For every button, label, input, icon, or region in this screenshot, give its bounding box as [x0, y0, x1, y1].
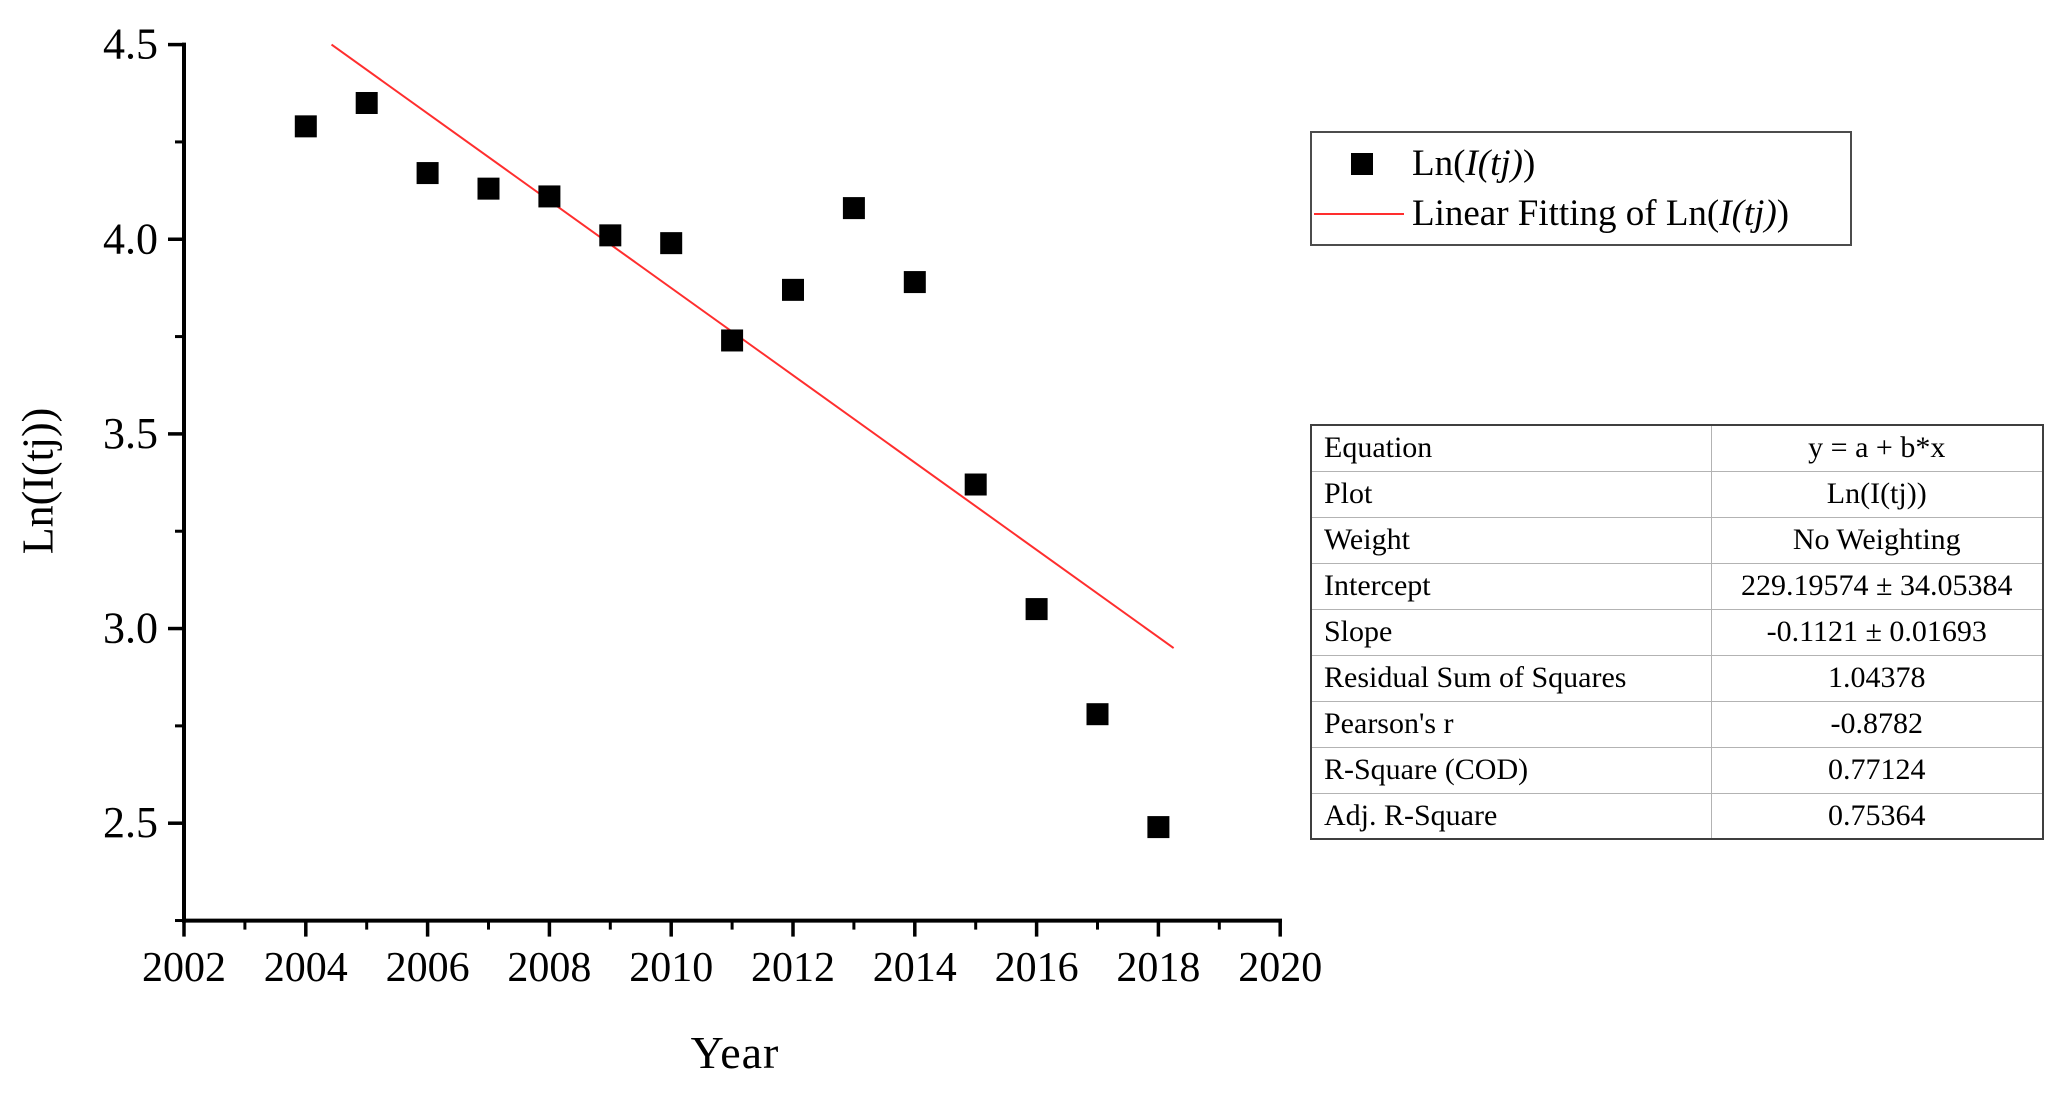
- data-point: [477, 177, 500, 200]
- stats-value-cell: -0.8782: [1710, 700, 2044, 748]
- stats-label-cell: Equation: [1310, 424, 1712, 472]
- stats-table-row: Plot Ln(I(tj)): [1310, 470, 2044, 518]
- data-point: [416, 162, 439, 185]
- data-point: [903, 271, 926, 294]
- data-point: [355, 91, 378, 114]
- stats-value-cell: 0.77124: [1710, 746, 2044, 794]
- stats-label-cell: Adj. R-Square: [1310, 792, 1712, 840]
- stats-table-row: Residual Sum of Squares 1.04378: [1310, 654, 2044, 702]
- stats-table-row: Slope -0.1121 ± 0.01693: [1310, 608, 2044, 656]
- stats-table-row: Intercept 229.19574 ± 34.05384: [1310, 562, 2044, 610]
- stats-value-cell: 1.04378: [1710, 654, 2044, 702]
- x-tick-label: 2018: [1116, 945, 1200, 991]
- stats-table-row: Pearson's r -0.8782: [1310, 700, 2044, 748]
- data-point: [294, 115, 317, 138]
- stats-label-cell: R-Square (COD): [1310, 746, 1712, 794]
- fit-stats-table: Equation y = a + b*x Plot Ln(I(tj)) Weight No…: [1310, 424, 2044, 840]
- data-point: [1025, 598, 1048, 621]
- stats-label-cell: Slope: [1310, 608, 1712, 656]
- plot-svg: 2002 2004 2006 2008 2010 2012 2014 2016 2018 2020…: [103, 20, 1322, 991]
- data-point: [782, 278, 804, 301]
- x-tick-label: 2016: [995, 945, 1079, 991]
- y-tick-label: 3.0: [103, 604, 158, 653]
- data-point: [964, 473, 987, 496]
- legend-label: Linear Fitting of Ln(I(tj)): [1412, 193, 1790, 234]
- y-tick-label: 4.0: [103, 214, 158, 263]
- stats-value-cell: No Weighting: [1710, 516, 2044, 564]
- y-tick-label: 3.5: [103, 409, 158, 458]
- data-point: [599, 224, 622, 247]
- x-tick-label: 2002: [142, 945, 226, 991]
- legend-label: Ln(I(tj)): [1412, 143, 1536, 184]
- legend-item-fit: Linear Fitting of Ln(I(tj)): [1312, 189, 1850, 239]
- legend-item-data: Ln(I(tj)): [1312, 139, 1850, 189]
- x-tick-label: 2014: [873, 945, 957, 991]
- stats-label-cell: Pearson's r: [1310, 700, 1712, 748]
- y-tick-label: 4.5: [103, 20, 158, 69]
- data-point: [538, 185, 561, 208]
- stats-value-cell: 0.75364: [1710, 792, 2044, 840]
- square-marker-icon: [1351, 152, 1373, 175]
- stats-table-row: Adj. R-Square 0.75364: [1310, 792, 2044, 840]
- data-point: [1086, 703, 1109, 726]
- stats-label-cell: Plot: [1310, 470, 1712, 518]
- data-point: [660, 232, 683, 255]
- stats-label-cell: Weight: [1310, 516, 1712, 564]
- stats-value-cell: Ln(I(tj)): [1710, 470, 2044, 518]
- x-tick-label: 2020: [1238, 945, 1322, 991]
- stats-value-cell: y = a + b*x: [1710, 424, 2044, 472]
- stats-label-cell: Intercept: [1310, 562, 1712, 610]
- x-axis-title: Year: [690, 1027, 780, 1078]
- stats-table-row: R-Square (COD) 0.77124: [1310, 746, 2044, 794]
- stats-table-row: Weight No Weighting: [1310, 516, 2044, 564]
- fit-line: [330, 43, 1175, 649]
- y-axis-title: Ln(I(tj)): [13, 407, 63, 555]
- stats-label-cell: Residual Sum of Squares: [1310, 654, 1712, 702]
- x-tick-label: 2008: [507, 945, 591, 991]
- stats-value-cell: 229.19574 ± 34.05384: [1710, 562, 2044, 610]
- legend-symbol-cell: [1312, 212, 1412, 215]
- x-tick-label: 2010: [629, 945, 713, 991]
- red-line-icon: [1314, 212, 1404, 215]
- x-tick-label: 2012: [751, 945, 835, 991]
- legend-symbol-cell: [1312, 152, 1412, 175]
- stats-value-cell: -0.1121 ± 0.01693: [1710, 608, 2044, 656]
- x-tick-label: 2006: [386, 945, 470, 991]
- data-point: [1147, 816, 1170, 839]
- stats-table-row: Equation y = a + b*x: [1310, 424, 2044, 472]
- x-tick-label: 2004: [264, 945, 348, 991]
- data-point: [842, 197, 865, 220]
- y-tick-label: 2.5: [103, 798, 158, 847]
- data-point: [721, 329, 744, 352]
- legend: Ln(I(tj)) Linear Fitting of Ln(I(tj)): [1310, 131, 1852, 246]
